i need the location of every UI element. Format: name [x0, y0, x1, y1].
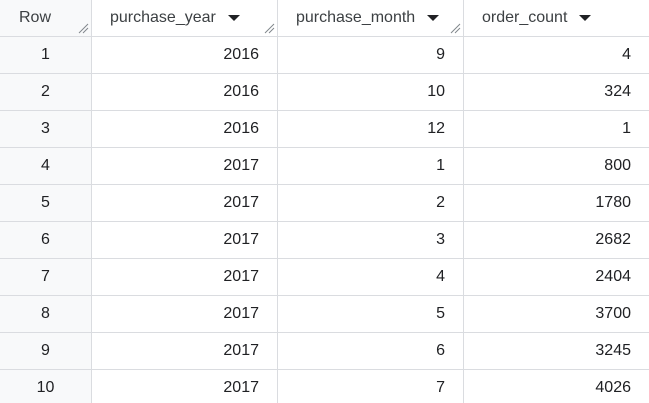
row-number: 2: [0, 74, 92, 110]
cell-purchase-month[interactable]: 7: [278, 370, 464, 403]
table-row[interactable]: 6 2017 3 2682: [0, 222, 649, 259]
table-row[interactable]: 7 2017 4 2404: [0, 259, 649, 296]
row-number: 1: [0, 37, 92, 73]
cell-order-count[interactable]: 4026: [595, 379, 631, 396]
cell-purchase-year[interactable]: 2017: [92, 296, 278, 332]
column-header-label: purchase_year: [110, 9, 216, 26]
table-row[interactable]: 8 2017 5 3700: [0, 296, 649, 333]
sort-caret-icon[interactable]: [227, 15, 240, 21]
column-header-label: purchase_month: [296, 9, 416, 26]
column-header-purchase-month[interactable]: purchase_month: [278, 0, 464, 36]
cell-purchase-year[interactable]: 2017: [92, 333, 278, 369]
column-header-label: Row: [19, 9, 52, 26]
cell-order-count[interactable]: 1: [622, 120, 631, 137]
cell-purchase-year[interactable]: 2017: [92, 185, 278, 221]
table-row[interactable]: 1 2016 9 4: [0, 37, 649, 74]
cell-purchase-year[interactable]: 2016: [92, 111, 278, 147]
table-row[interactable]: 5 2017 2 1780: [0, 185, 649, 222]
cell-purchase-year[interactable]: 2016: [92, 74, 278, 110]
row-number: 6: [0, 222, 92, 258]
column-resize-handle-icon[interactable]: [450, 23, 461, 34]
column-header-label: order_count: [482, 9, 568, 26]
cell-order-count[interactable]: 2682: [595, 231, 631, 248]
cell-order-count[interactable]: 3245: [595, 342, 631, 359]
row-number: 9: [0, 333, 92, 369]
table-row[interactable]: 10 2017 7 4026: [0, 370, 649, 403]
row-number: 4: [0, 148, 92, 184]
cell-order-count[interactable]: 2404: [595, 268, 631, 285]
cell-purchase-month[interactable]: 12: [278, 111, 464, 147]
cell-purchase-month[interactable]: 1: [278, 148, 464, 184]
table-row[interactable]: 2 2016 10 324: [0, 74, 649, 111]
cell-purchase-month[interactable]: 3: [278, 222, 464, 258]
table-row[interactable]: 3 2016 12 1: [0, 111, 649, 148]
cell-purchase-month[interactable]: 10: [278, 74, 464, 110]
cell-order-count[interactable]: 1780: [595, 194, 631, 211]
cell-order-count[interactable]: 3700: [595, 305, 631, 322]
cell-purchase-month[interactable]: 6: [278, 333, 464, 369]
row-number: 3: [0, 111, 92, 147]
column-header-order-count[interactable]: order_count: [464, 0, 649, 36]
column-resize-handle-icon[interactable]: [264, 23, 275, 34]
table-row[interactable]: 9 2017 6 3245: [0, 333, 649, 370]
cell-purchase-year[interactable]: 2017: [92, 259, 278, 295]
row-number: 10: [0, 370, 92, 403]
cell-purchase-year[interactable]: 2017: [92, 148, 278, 184]
sort-caret-icon[interactable]: [579, 15, 592, 21]
cell-order-count[interactable]: 800: [604, 157, 631, 174]
column-header-purchase-year[interactable]: purchase_year: [92, 0, 278, 36]
cell-order-count[interactable]: 324: [604, 83, 631, 100]
cell-purchase-month[interactable]: 5: [278, 296, 464, 332]
column-resize-handle-icon[interactable]: [78, 23, 89, 34]
cell-order-count[interactable]: 4: [622, 46, 631, 63]
table-header: Row purchase_year purchase_month order_c…: [0, 0, 649, 37]
sort-caret-icon[interactable]: [427, 15, 440, 21]
cell-purchase-month[interactable]: 4: [278, 259, 464, 295]
row-number: 8: [0, 296, 92, 332]
cell-purchase-year[interactable]: 2016: [92, 37, 278, 73]
row-number: 5: [0, 185, 92, 221]
cell-purchase-month[interactable]: 9: [278, 37, 464, 73]
table-row[interactable]: 4 2017 1 800: [0, 148, 649, 185]
cell-purchase-month[interactable]: 2: [278, 185, 464, 221]
cell-purchase-year[interactable]: 2017: [92, 222, 278, 258]
cell-purchase-year[interactable]: 2017: [92, 370, 278, 403]
row-number: 7: [0, 259, 92, 295]
column-header-row[interactable]: Row: [0, 0, 92, 36]
